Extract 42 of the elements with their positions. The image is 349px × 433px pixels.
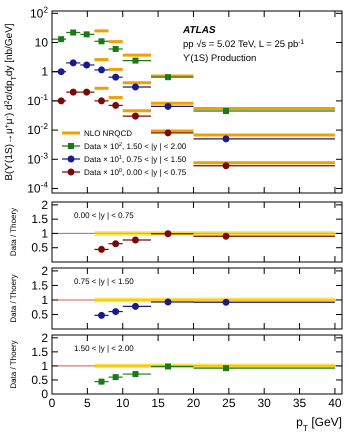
y-tick-label: 1.5	[31, 212, 48, 226]
legend-label: Data × 10$^{1}$, 0.75 < |y | < 1.50	[84, 155, 187, 164]
y-tick-label: 2	[41, 330, 48, 345]
annotation: ATLAS	[182, 25, 216, 36]
y-tick-label: 1	[41, 292, 48, 307]
x-tick-label: 15	[151, 396, 166, 410]
legend-label: Data × 10$^{0}$, 0.00 < |y | < 0.75	[84, 168, 187, 177]
legend-label: Data × 10$^{2}$, 1.50 < |y | < 2.00	[84, 142, 187, 151]
x-axis-title: p$_{T}$ [GeV]	[296, 415, 342, 433]
y-tick-label: 10$^{-3}$	[27, 150, 48, 166]
y-tick-label: 0.5	[31, 372, 48, 387]
x-tick-label: 20	[186, 396, 200, 410]
x-tick-label: 5	[84, 396, 92, 410]
y-tick-label: 0.5	[31, 240, 48, 255]
annotation: 0.75 < |y | < 1.50	[74, 277, 134, 286]
y-axis-title: Data / Thoery	[9, 208, 18, 256]
x-tick-label: 10	[116, 396, 130, 410]
legend-label: NLO NRQCD	[84, 129, 132, 138]
annotation: pp √s = 5.02 TeV, L = 25 pb$^{-1}$	[183, 38, 304, 50]
y-tick-label: 10$^{-4}$	[27, 179, 48, 196]
y-tick-label: 1	[41, 358, 48, 373]
y-tick-label: 1	[41, 226, 48, 240]
x-tick-label: 35	[292, 396, 307, 410]
x-tick-label: 25	[222, 396, 236, 410]
y-tick-label: 0.5	[31, 307, 48, 322]
y-tick-label: 2	[41, 198, 48, 212]
annotation: 1.50 < |y | < 2.00	[74, 344, 134, 353]
y-axis-title: Data / Thoery	[9, 274, 18, 323]
y-tick-label: 1.5	[31, 344, 48, 359]
annotation: 0.00 < |y | < 0.75	[74, 211, 134, 220]
y-tick-label: 10$^{-1}$	[27, 92, 48, 108]
y-tick-label: 2	[41, 264, 48, 278]
y-tick-label: 1	[41, 64, 48, 79]
x-tick-label: 40	[328, 396, 342, 410]
y-tick-label: 10$^{-2}$	[27, 121, 48, 138]
y-tick-label: 10	[34, 36, 48, 50]
x-tick-label: 30	[258, 396, 272, 410]
y-tick-label: 0	[41, 387, 48, 401]
annotation: ϒ(1S) Production	[183, 53, 256, 64]
y-tick-label: 1.5	[31, 278, 48, 292]
y-tick-label: 10$^{2}$	[30, 4, 48, 20]
y-axis-title: Data / Thoery	[9, 340, 18, 389]
